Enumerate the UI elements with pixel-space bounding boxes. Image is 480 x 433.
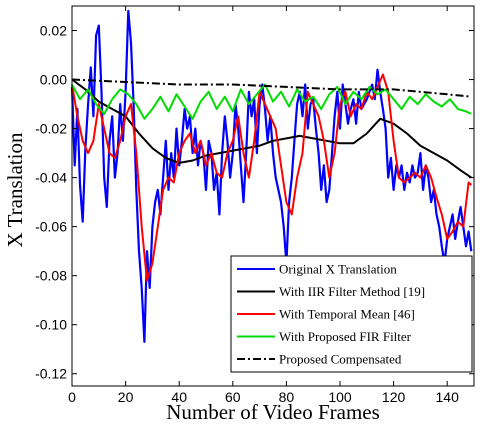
x-tick-label: 40 <box>171 389 187 405</box>
legend-label-2: With Temporal Mean [46] <box>279 307 415 322</box>
x-tick-label: 80 <box>279 389 295 405</box>
y-tick-label: -0.02 <box>35 121 67 137</box>
axes: 0 20 40 60 80 100 120 140 0.02 0.00 -0.02 -0.04 -0.0… <box>35 5 475 405</box>
legend-label-4: Proposed Compensated <box>279 352 402 367</box>
series-line-2 <box>71 73 472 282</box>
y-tick-label: -0.06 <box>35 219 67 235</box>
plot-frame <box>71 5 475 387</box>
series-line-4 <box>71 78 472 98</box>
y-tick-label: -0.10 <box>35 317 67 333</box>
y-tick-label: -0.08 <box>35 268 67 284</box>
legend-label-1: With IIR Filter Method [19] <box>279 284 425 299</box>
x-axis-label: Number of Video Frames <box>166 400 380 424</box>
plot-area <box>70 9 473 343</box>
series-line-0 <box>70 9 473 343</box>
legend-label-3: With Proposed FIR Filter <box>279 329 412 344</box>
x-tick-label: 100 <box>328 389 352 405</box>
series-line-3 <box>71 83 472 120</box>
legend-label-0: Original X Translation <box>279 262 397 277</box>
y-axis-label: X Translation <box>3 132 27 247</box>
y-tick-label: 0.02 <box>40 23 67 39</box>
y-tick-label: -0.04 <box>35 170 67 186</box>
series-line-1 <box>71 78 472 179</box>
x-tick-label: 20 <box>118 389 134 405</box>
legend: Original X Translation With IIR Filter Me… <box>230 255 473 373</box>
x-tick-label: 140 <box>436 389 460 405</box>
x-tick-label: 60 <box>225 389 241 405</box>
y-tick-label: -0.12 <box>35 366 67 382</box>
y-tick-label: 0.00 <box>40 72 67 88</box>
x-tick-label: 0 <box>68 389 76 405</box>
x-tick-label: 120 <box>382 389 406 405</box>
